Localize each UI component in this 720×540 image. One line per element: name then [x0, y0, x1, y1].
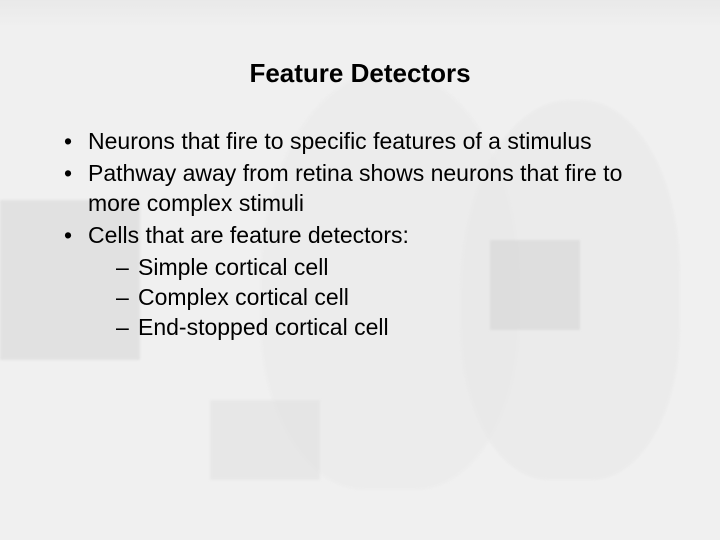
- sub-bullet-text: Simple cortical cell: [138, 254, 328, 280]
- bullet-item: Pathway away from retina shows neurons t…: [58, 158, 670, 218]
- sub-bullet-text: End-stopped cortical cell: [138, 314, 389, 340]
- bullet-item: Cells that are feature detectors: Simple …: [58, 220, 670, 342]
- bullet-text: Pathway away from retina shows neurons t…: [88, 160, 622, 216]
- sub-bullet-text: Complex cortical cell: [138, 284, 349, 310]
- slide: Feature Detectors Neurons that fire to s…: [0, 0, 720, 540]
- bullet-item: Neurons that fire to specific features o…: [58, 126, 670, 156]
- sub-bullet-list: Simple cortical cell Complex cortical cel…: [88, 252, 670, 342]
- slide-body: Neurons that fire to specific features o…: [58, 126, 670, 344]
- bg-shape: [210, 400, 320, 480]
- bullet-text: Cells that are feature detectors:: [88, 222, 409, 248]
- sub-bullet-item: Complex cortical cell: [116, 282, 670, 312]
- slide-title: Feature Detectors: [0, 58, 720, 89]
- bullet-list: Neurons that fire to specific features o…: [58, 126, 670, 342]
- bg-gradient-top: [0, 0, 720, 28]
- bullet-text: Neurons that fire to specific features o…: [88, 128, 592, 154]
- sub-bullet-item: Simple cortical cell: [116, 252, 670, 282]
- sub-bullet-item: End-stopped cortical cell: [116, 312, 670, 342]
